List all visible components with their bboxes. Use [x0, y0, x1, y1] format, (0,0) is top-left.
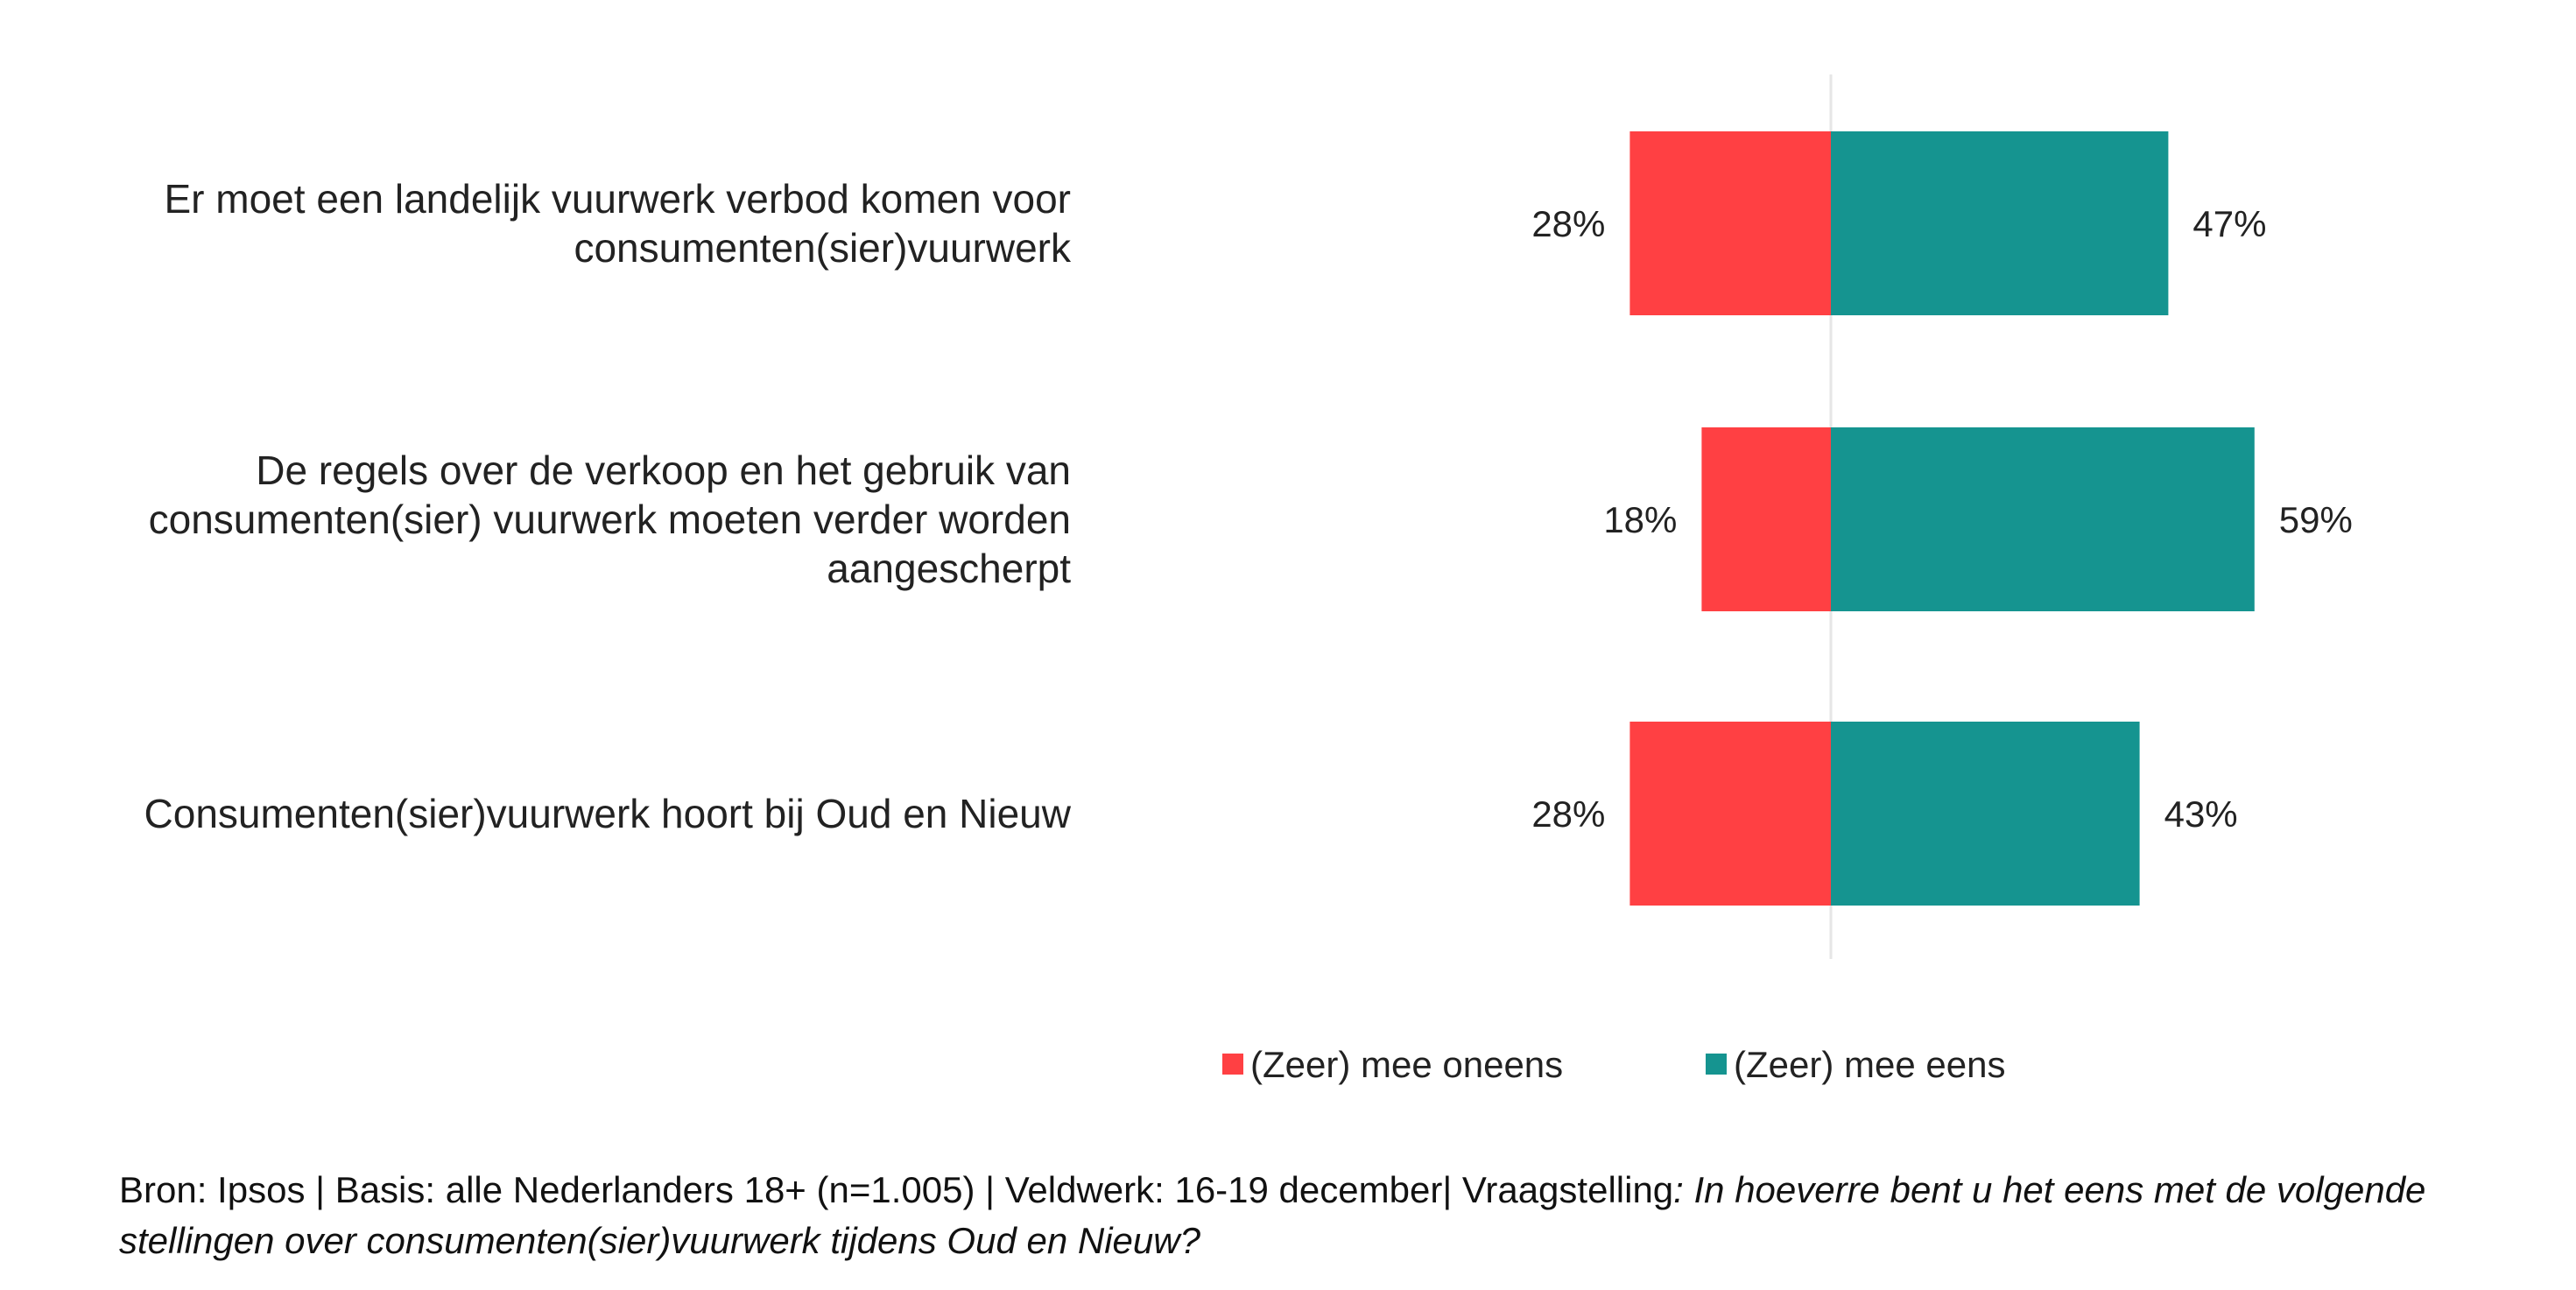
category-label-line: aangescherpt — [827, 546, 1071, 591]
bar-disagree — [1701, 427, 1831, 611]
legend-label-agree: (Zeer) mee eens — [1734, 1044, 2005, 1085]
category-label-line: consumenten(sier) vuurwerk moeten verder… — [149, 497, 1071, 542]
category-label-line: De regels over de verkoop en het gebruik… — [256, 448, 1071, 493]
category-label-line: consumenten(sier)vuurwerk — [574, 225, 1072, 271]
bar-agree — [1831, 131, 2169, 315]
bars — [1629, 131, 2255, 906]
data-label-agree: 47% — [2192, 203, 2266, 244]
data-label-agree: 43% — [2164, 793, 2238, 835]
category-label-line: Consumenten(sier)vuurwerk hoort bij Oud … — [144, 791, 1072, 836]
source-footnote: Bron: Ipsos | Basis: alle Nederlanders 1… — [119, 1165, 2501, 1266]
legend: (Zeer) mee oneens (Zeer) mee eens — [1222, 1044, 2005, 1085]
category-labels: Er moet een landelijk vuurwerk verbod ko… — [144, 176, 1072, 836]
data-labels: 28% 47% 18% 59% 28% 43% — [1531, 203, 2353, 835]
data-label-disagree: 18% — [1603, 499, 1677, 540]
footnote-question-text: : In hoeverre bent u het eens met de vol… — [119, 1169, 2426, 1261]
footnote-source-text: Bron: Ipsos | Basis: alle Nederlanders 1… — [119, 1169, 1674, 1210]
data-label-disagree: 28% — [1531, 793, 1605, 835]
data-label-disagree: 28% — [1531, 203, 1605, 244]
bar-agree — [1831, 427, 2255, 611]
legend-swatch-agree — [1706, 1054, 1727, 1075]
legend-swatch-disagree — [1222, 1054, 1243, 1075]
legend-label-disagree: (Zeer) mee oneens — [1250, 1044, 1563, 1085]
bar-disagree — [1629, 131, 1831, 315]
bar-agree — [1831, 722, 2140, 906]
category-label-line: Er moet een landelijk vuurwerk verbod ko… — [165, 176, 1072, 222]
data-label-agree: 59% — [2279, 499, 2353, 540]
bar-disagree — [1629, 722, 1831, 906]
